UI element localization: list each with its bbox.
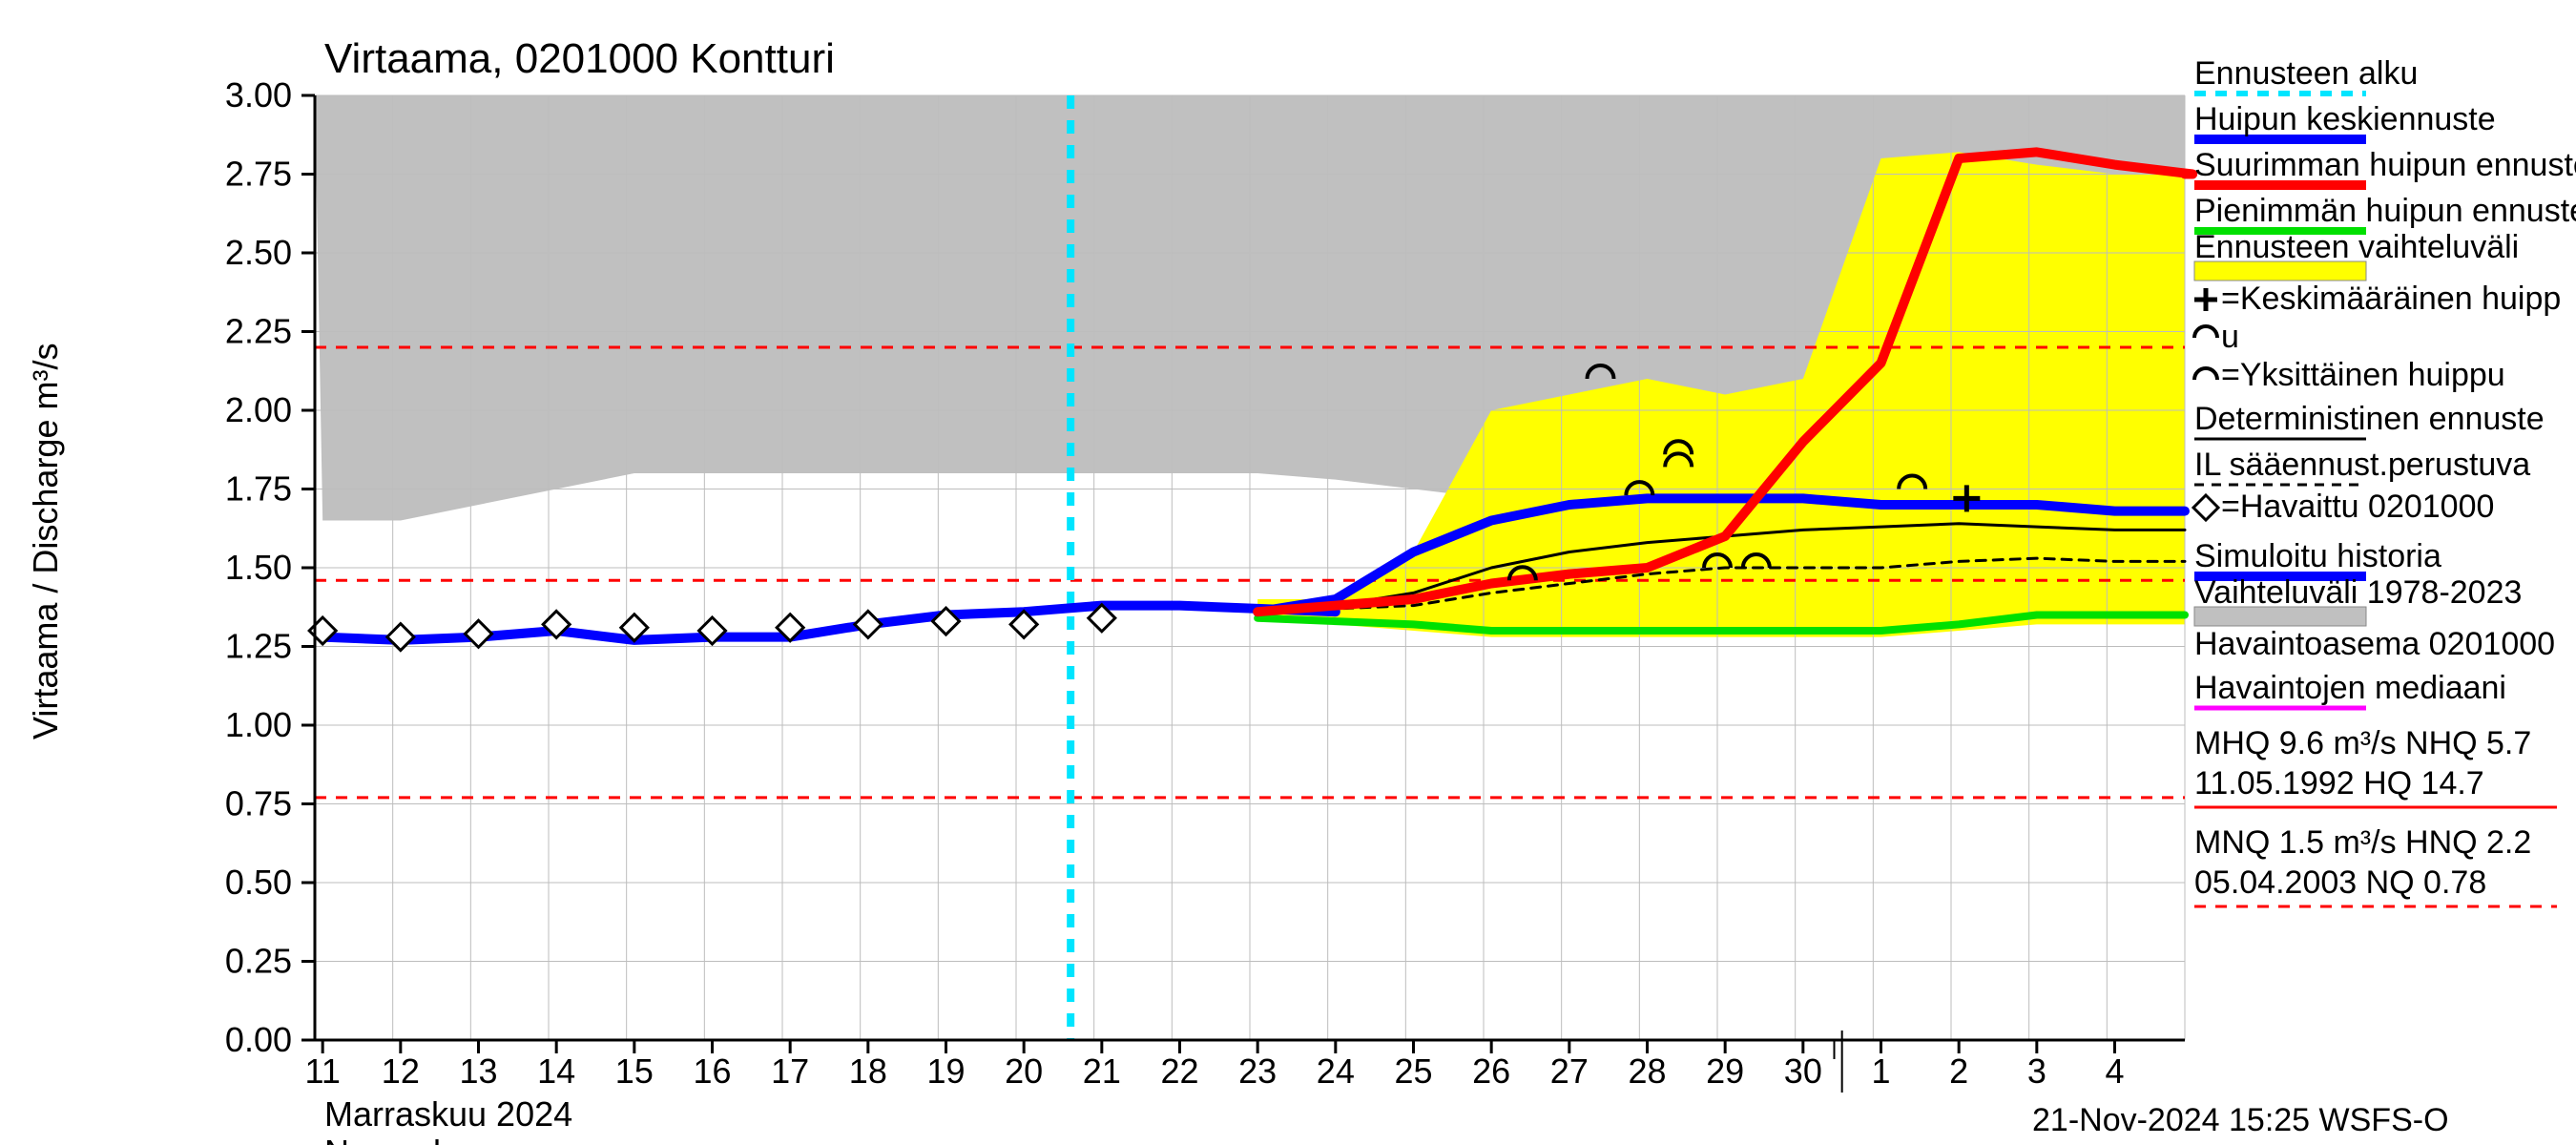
svg-text:=Havaittu 0201000: =Havaittu 0201000 <box>2221 489 2494 525</box>
svg-text:Simuloitu historia: Simuloitu historia <box>2194 538 2441 574</box>
svg-text:Deterministinen ennuste: Deterministinen ennuste <box>2194 401 2545 437</box>
legend-item-peak_max: Suurimman huipun ennuste <box>2194 147 2576 185</box>
y-axis-label: Virtaama / Discharge m³/s <box>26 344 65 739</box>
y-tick-label: 3.00 <box>225 75 292 114</box>
legend-item-mnq: MNQ 1.5 m³/s HNQ 2.2 <box>2194 824 2531 861</box>
x-tick-label: 14 <box>537 1051 575 1091</box>
svg-text:u: u <box>2221 319 2239 355</box>
y-tick-label: 1.25 <box>225 627 292 666</box>
discharge-forecast-chart: 0.00 0.25 0.50 0.75 1.00 1.25 1.50 1.75 2.00 2.25… <box>0 0 2576 1145</box>
legend-item-il: IL sääennust.perustuva <box>2194 447 2530 485</box>
x-tick-label: 19 <box>926 1051 965 1091</box>
x-tick-label: 2 <box>1949 1051 1968 1091</box>
legend-item-peak_min: Pienimmän huipun ennuste <box>2194 193 2576 231</box>
svg-text:=Keskimääräinen huipp: =Keskimääräinen huipp <box>2221 281 2561 317</box>
x-tick-label: 18 <box>849 1051 887 1091</box>
x-month-label-en: November <box>324 1133 483 1145</box>
svg-text:Ennusteen vaihteluväli: Ennusteen vaihteluväli <box>2194 229 2519 265</box>
x-tick-label: 1 <box>1871 1051 1890 1091</box>
legend-item-obs: =Havaittu 0201000 <box>2193 489 2494 525</box>
x-tick-label: 15 <box>615 1051 654 1091</box>
svg-text:IL sääennust.perustuva: IL sääennust.perustuva <box>2194 447 2530 483</box>
svg-text:Havaintoasema 0201000: Havaintoasema 0201000 <box>2194 626 2555 662</box>
y-tick-label: 1.50 <box>225 548 292 587</box>
y-tick-label: 1.00 <box>225 705 292 744</box>
y-tick-label: 0.25 <box>225 942 292 981</box>
y-tick-label: 1.75 <box>225 469 292 509</box>
legend-item-sim: Simuloitu historia <box>2194 538 2441 576</box>
svg-text:Huipun keskiennuste: Huipun keskiennuste <box>2194 101 2496 137</box>
svg-text:Suurimman huipun ennuste: Suurimman huipun ennuste <box>2194 147 2576 183</box>
y-tick-label: 2.00 <box>225 390 292 429</box>
svg-text:Vaihteluväli 1978-2023: Vaihteluväli 1978-2023 <box>2194 574 2522 611</box>
x-tick-label: 17 <box>771 1051 809 1091</box>
svg-text:05.04.2003 NQ 0.78: 05.04.2003 NQ 0.78 <box>2194 864 2486 901</box>
x-tick-label: 16 <box>693 1051 731 1091</box>
legend-item-ind_peak: =Yksittäinen huippu <box>2194 357 2505 393</box>
x-tick-label: 3 <box>2027 1051 2046 1091</box>
legend-item-mhq: MHQ 9.6 m³/s NHQ 5.7 <box>2194 725 2531 761</box>
svg-text:11.05.1992 HQ 14.7: 11.05.1992 HQ 14.7 <box>2194 765 2484 802</box>
legend-item-peak_mean: Huipun keskiennuste <box>2194 101 2496 139</box>
svg-text:Pienimmän huipun ennuste: Pienimmän huipun ennuste <box>2194 193 2576 229</box>
svg-text:MNQ 1.5 m³/s HNQ 2.2: MNQ 1.5 m³/s HNQ 2.2 <box>2194 824 2531 861</box>
svg-text:Havaintojen mediaani: Havaintojen mediaani <box>2194 670 2506 706</box>
footer-timestamp: 21-Nov-2024 15:25 WSFS-O <box>2032 1102 2449 1138</box>
legend-item-station: Havaintoasema 0201000 <box>2194 626 2555 662</box>
y-tick-label: 0.00 <box>225 1020 292 1059</box>
x-tick-label: 12 <box>382 1051 420 1091</box>
legend-item-det: Deterministinen ennuste <box>2194 401 2545 439</box>
x-tick-label: 25 <box>1394 1051 1432 1091</box>
x-tick-label: 20 <box>1005 1051 1043 1091</box>
x-tick-label: 30 <box>1784 1051 1822 1091</box>
x-tick-label: 11 <box>304 1051 340 1091</box>
chart-title: Virtaama, 0201000 Kontturi <box>324 35 835 82</box>
x-tick-label: 27 <box>1550 1051 1589 1091</box>
y-tick-label: 2.50 <box>225 233 292 272</box>
x-tick-label: 29 <box>1706 1051 1744 1091</box>
y-tick-label: 2.75 <box>225 155 292 194</box>
svg-text:=Yksittäinen huippu: =Yksittäinen huippu <box>2221 357 2505 393</box>
svg-text:Ennusteen alku: Ennusteen alku <box>2194 55 2418 92</box>
x-tick-label: 28 <box>1628 1051 1666 1091</box>
x-tick-label: 22 <box>1160 1051 1198 1091</box>
x-tick-label: 4 <box>2105 1051 2124 1091</box>
y-tick-label: 0.75 <box>225 784 292 823</box>
x-tick-label: 13 <box>459 1051 497 1091</box>
y-tick-label: 2.25 <box>225 312 292 351</box>
x-tick-label: 23 <box>1238 1051 1277 1091</box>
x-tick-label: 26 <box>1472 1051 1510 1091</box>
x-tick-label: 21 <box>1083 1051 1121 1091</box>
svg-text:MHQ 9.6 m³/s NHQ 5.7: MHQ 9.6 m³/s NHQ 5.7 <box>2194 725 2531 761</box>
legend-item-forecast_start: Ennusteen alku <box>2194 55 2418 94</box>
legend-item-median: Havaintojen mediaani <box>2194 670 2506 708</box>
x-month-label-fi: Marraskuu 2024 <box>324 1094 572 1134</box>
y-tick-label: 0.50 <box>225 863 292 902</box>
x-tick-label: 24 <box>1317 1051 1355 1091</box>
